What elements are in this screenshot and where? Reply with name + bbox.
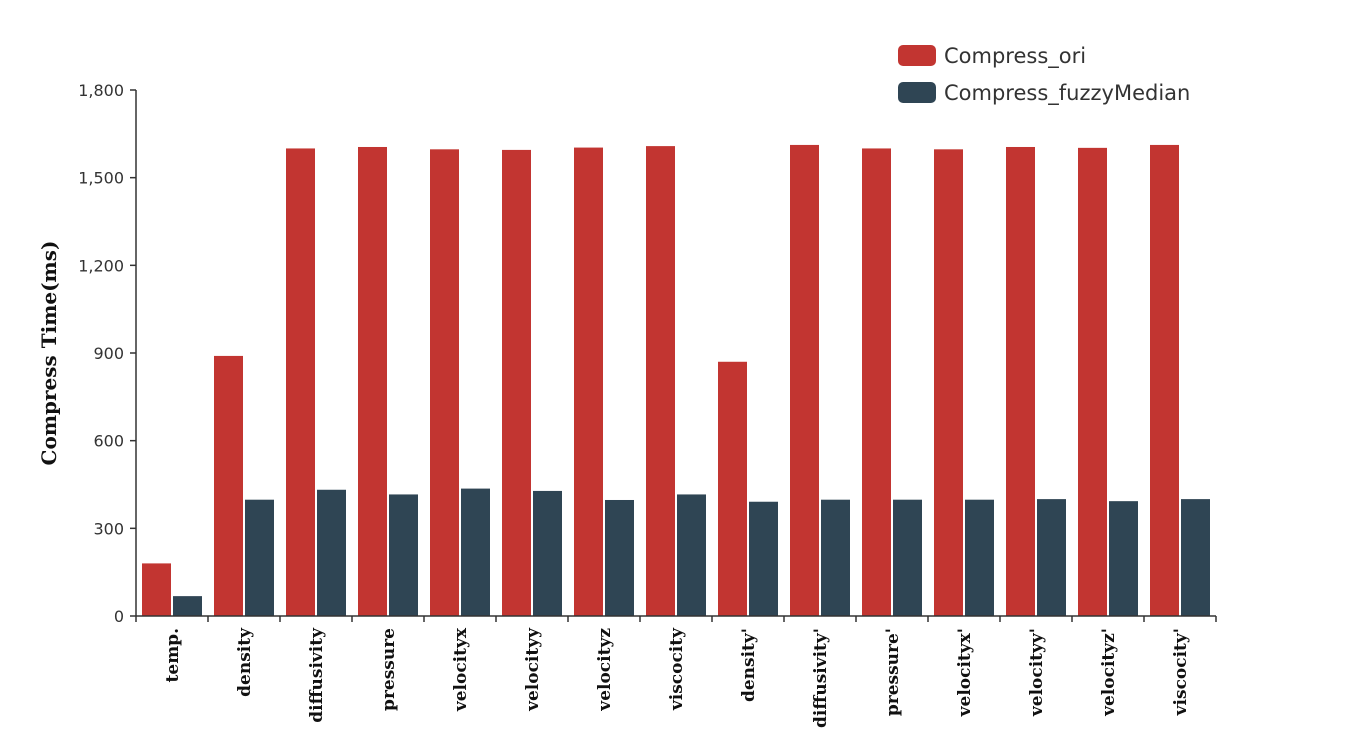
x-tick-label: viscocity [667, 627, 687, 711]
legend-label: Compress_ori [944, 44, 1086, 69]
x-tick-label: density [235, 627, 255, 697]
legend-label: Compress_fuzzyMedian [944, 81, 1190, 106]
bar-compress-fuzzymedian-4[interactable] [461, 488, 490, 616]
y-tick-label: 1,500 [78, 169, 124, 188]
bar-compress-fuzzymedian-0[interactable] [173, 596, 202, 616]
x-tick-label: pressure' [883, 628, 903, 716]
y-tick-label: 1,200 [78, 256, 124, 275]
y-tick-label: 600 [93, 432, 124, 451]
bar-compress-ori-10[interactable] [862, 148, 891, 616]
bar-compress-fuzzymedian-7[interactable] [677, 494, 706, 616]
legend[interactable]: Compress_ori Compress_fuzzyMedian [898, 44, 1190, 106]
bar-compress-ori-3[interactable] [358, 146, 387, 616]
y-ticks: 0 300 600 900 1,200 1,500 1,800 [78, 81, 136, 626]
x-tick-label: velocityx' [955, 628, 975, 717]
bar-compress-ori-4[interactable] [430, 149, 459, 616]
x-ticks: temp. density diffusivity pressure velocityx… [135, 616, 1217, 728]
y-axis-title: Compress Time(ms) [37, 241, 61, 466]
bar-compress-fuzzymedian-14[interactable] [1181, 499, 1210, 616]
bar-compress-fuzzymedian-6[interactable] [605, 499, 634, 616]
bar-compress-fuzzymedian-10[interactable] [893, 499, 922, 616]
bar-compress-ori-8[interactable] [718, 361, 747, 616]
bar-compress-ori-13[interactable] [1078, 147, 1107, 617]
y-tick-label: 0 [114, 607, 124, 626]
x-tick-label: velocityz' [1099, 628, 1119, 717]
bar-compress-fuzzymedian-8[interactable] [749, 501, 778, 616]
bar-compress-ori-6[interactable] [574, 147, 603, 616]
bar-compress-fuzzymedian-1[interactable] [245, 499, 274, 616]
y-tick-label: 300 [93, 519, 124, 538]
x-tick-label: viscocity' [1171, 628, 1191, 716]
bar-compress-ori-1[interactable] [214, 355, 243, 616]
y-tick-label: 900 [93, 344, 124, 363]
bar-compress-ori-11[interactable] [934, 149, 963, 616]
bars-layer [142, 144, 1210, 617]
legend-swatch [898, 45, 936, 66]
bar-compress-fuzzymedian-12[interactable] [1037, 499, 1066, 616]
y-tick-label: 1,800 [78, 81, 124, 100]
x-tick-label: density' [739, 628, 759, 702]
bar-compress-fuzzymedian-3[interactable] [389, 494, 418, 616]
x-tick-label: temp. [163, 628, 183, 682]
bar-compress-ori-0[interactable] [142, 563, 171, 616]
x-tick-label: pressure [379, 628, 399, 711]
x-tick-label: velocityx [451, 627, 471, 712]
bar-compress-ori-12[interactable] [1006, 146, 1035, 616]
x-tick-label: diffusivity' [811, 628, 831, 728]
x-tick-label: velocityy [523, 627, 543, 712]
legend-item-compress-fuzzymedian[interactable]: Compress_fuzzyMedian [898, 81, 1190, 106]
bar-compress-ori-2[interactable] [286, 148, 315, 616]
x-tick-label: velocityy' [1027, 628, 1047, 717]
bar-compress-fuzzymedian-9[interactable] [821, 499, 850, 616]
bar-compress-fuzzymedian-11[interactable] [965, 499, 994, 616]
bar-compress-ori-5[interactable] [502, 149, 531, 616]
legend-item-compress-ori[interactable]: Compress_ori [898, 44, 1086, 69]
x-tick-label: diffusivity [307, 627, 327, 723]
bar-compress-fuzzymedian-5[interactable] [533, 490, 562, 616]
bar-compress-ori-7[interactable] [646, 146, 675, 616]
x-tick-label: velocityz [595, 628, 615, 712]
bar-compress-fuzzymedian-2[interactable] [317, 489, 346, 616]
bar-compress-ori-9[interactable] [790, 144, 819, 616]
bar-compress-fuzzymedian-13[interactable] [1109, 501, 1138, 616]
bar-compress-ori-14[interactable] [1150, 144, 1179, 616]
legend-swatch [898, 82, 936, 103]
